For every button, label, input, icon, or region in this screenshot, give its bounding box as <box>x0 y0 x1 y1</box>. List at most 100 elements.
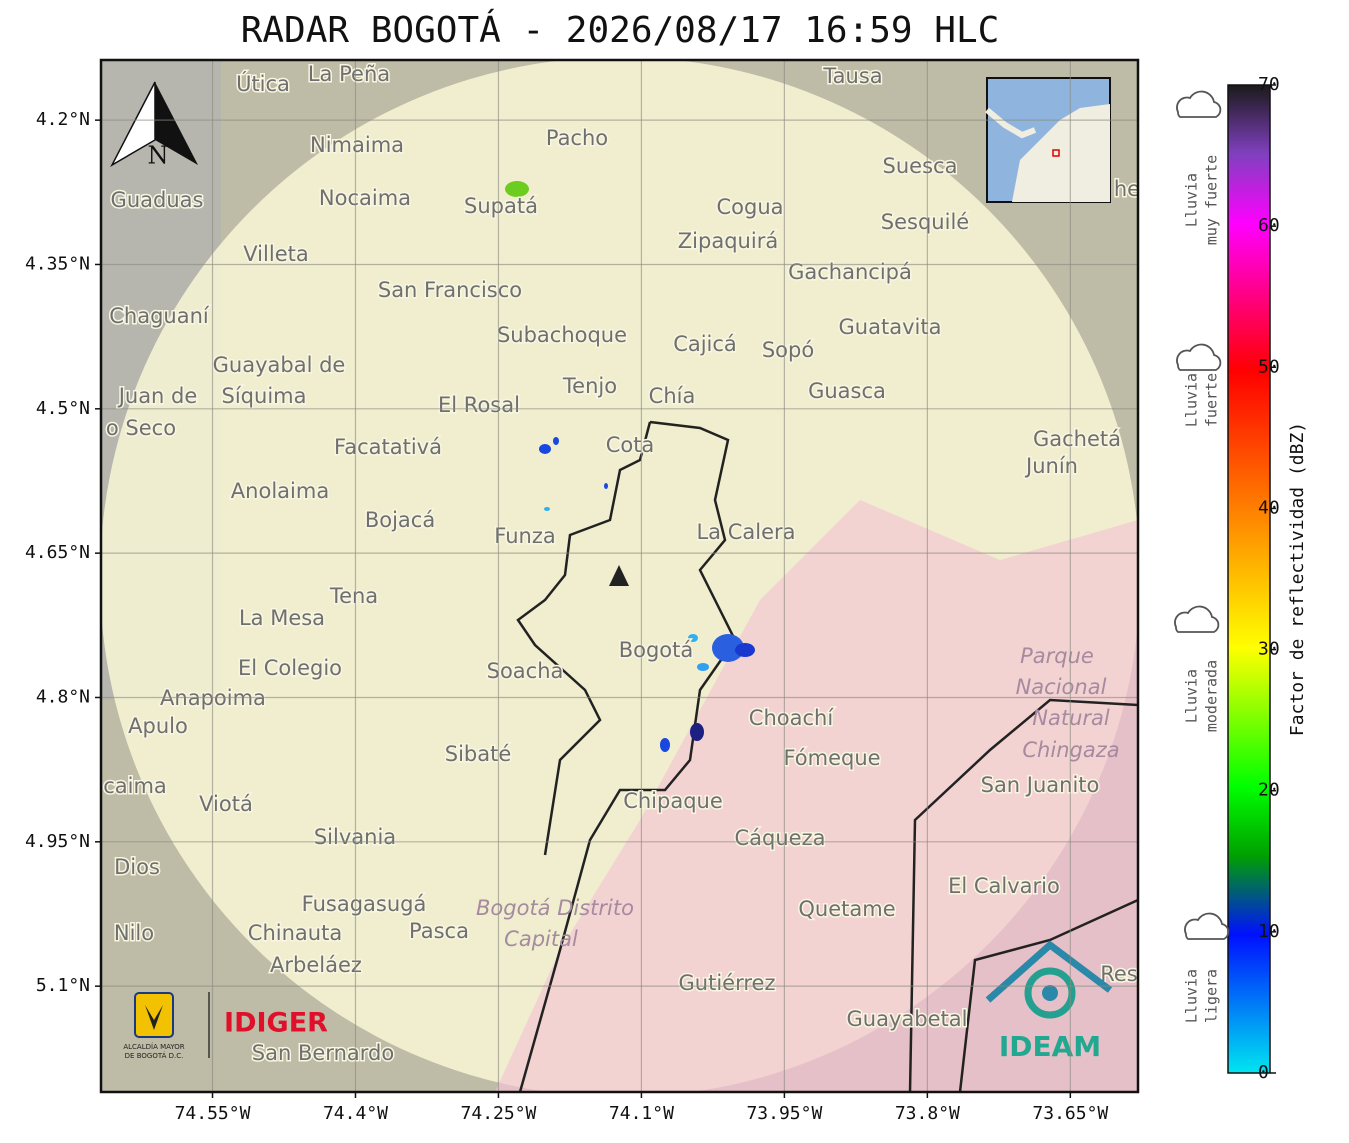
colorbar-tick-label: 40 <box>1258 497 1280 518</box>
y-tick-label: 4.35°N <box>25 253 90 274</box>
place-label: Funza <box>494 524 555 548</box>
alcaldia-line: DE BOGOTÁ D.C. <box>125 1051 184 1060</box>
place-label: Guaduas <box>111 188 204 212</box>
park-label: Parque <box>1020 644 1094 668</box>
place-label: Chinauta <box>248 921 342 945</box>
place-label: El Rosal <box>438 393 520 417</box>
map: La Peña Útica Tausa Pacho Nimaima Suesca Guadu… <box>101 60 1140 1092</box>
place-label: Pasca <box>409 919 469 943</box>
y-tick-label: 4.8°N <box>36 686 90 707</box>
colorbar-tick-label: 70 <box>1258 74 1280 95</box>
x-tick-label: 74.55°W <box>175 1103 251 1124</box>
park-label: Bogotá Distrito <box>476 896 634 920</box>
title: RADAR BOGOTÁ - 2026/08/17 16:59 HLC <box>241 9 1000 51</box>
x-tick-label: 73.65°W <box>1032 1103 1108 1124</box>
place-label: La Calera <box>696 520 795 544</box>
place-label: Síquima <box>222 384 307 408</box>
place-label: Pacho <box>546 126 608 150</box>
place-label: caima <box>103 774 167 798</box>
place-label: Gachancipá <box>788 260 912 284</box>
place-label: La Peña <box>308 62 390 86</box>
place-label: La Mesa <box>239 606 325 630</box>
park-label: Chingaza <box>1022 738 1119 762</box>
place-label: Suesca <box>883 154 958 178</box>
y-tick-label: 4.65°N <box>25 542 90 563</box>
place-label: Apulo <box>128 714 188 738</box>
place-label: Bojacá <box>365 508 435 532</box>
park-label: Capital <box>504 927 578 951</box>
place-label: Choachí <box>749 706 835 730</box>
ideam-logo: IDEAM <box>985 940 1113 1063</box>
place-label: Guayabal de <box>213 353 346 377</box>
place-label: Guasca <box>808 379 886 403</box>
place-label: Sopó <box>762 338 814 362</box>
idiger-logo: IDIGER <box>224 1008 328 1039</box>
place-label: Gutiérrez <box>679 971 776 995</box>
map-frame <box>99 58 1140 1094</box>
colorbar-tick-label: 30 <box>1258 639 1280 660</box>
x-tick-label: 73.95°W <box>746 1103 822 1124</box>
place-label: Sesquilé <box>881 210 969 234</box>
radar-echoes <box>505 181 755 752</box>
place-label: Arbeláez <box>270 953 362 977</box>
radar-site <box>609 565 629 586</box>
colorbar-tick-label: 20 <box>1258 780 1280 801</box>
rain-level-label: Lluvia <box>1183 373 1201 427</box>
place-label: San Francisco <box>378 278 522 302</box>
place-label: Tausa <box>822 64 882 88</box>
district-area-overlay <box>495 500 1138 1092</box>
place-label: Res <box>1100 962 1138 986</box>
place-label: El Calvario <box>948 874 1060 898</box>
rain-level-label: fuerte <box>1203 373 1221 427</box>
place-label: Útica <box>236 71 290 96</box>
place-label: Cota <box>606 433 655 457</box>
colorbar-label: Factor de reflectividad (dBZ) <box>1287 422 1308 736</box>
place-label: Nocaima <box>319 186 411 210</box>
place-label: Villeta <box>243 242 308 266</box>
place-label: San Bernardo <box>252 1041 394 1065</box>
rain-level-label: Lluvia <box>1183 173 1201 227</box>
department-border <box>908 698 1138 1092</box>
y-tick-label: 4.5°N <box>36 398 90 419</box>
place-label: Quetame <box>798 897 895 921</box>
place-label: Chía <box>649 384 696 408</box>
rain-level-label: Lluvia <box>1183 669 1201 723</box>
alcaldia-logo: ALCALDÍA MAYOR DE BOGOTÁ D.C. IDIGER <box>123 992 328 1060</box>
rain-level-label: ligera <box>1203 969 1221 1023</box>
place-label: Cogua <box>716 195 783 219</box>
ideam-label: IDEAM <box>999 1030 1101 1063</box>
alcaldia-line: ALCALDÍA MAYOR <box>123 1042 184 1051</box>
place-label: he <box>1114 177 1140 201</box>
place-label: Facatativá <box>334 435 442 459</box>
place-label: Gachetá <box>1033 427 1121 451</box>
x-tick-label: 74.4°W <box>323 1103 388 1124</box>
inset-map <box>985 77 1111 203</box>
rain-level-label: moderada <box>1203 660 1221 732</box>
place-label: Supatá <box>464 194 538 218</box>
y-tick-label: 5.1°N <box>36 975 90 996</box>
colorbar-tick-label: 50 <box>1258 356 1280 377</box>
place-label: Nimaima <box>310 133 404 157</box>
colorbar-tick-label: 60 <box>1258 215 1280 236</box>
colorbar <box>1227 84 1271 1074</box>
rain-level-label: muy fuerte <box>1203 155 1221 245</box>
place-label: Fómeque <box>783 746 880 770</box>
place-label: Anolaima <box>231 479 329 503</box>
place-label: Cajicá <box>673 332 737 356</box>
park-label: Nacional <box>1016 675 1107 699</box>
place-label: Dios <box>114 855 160 879</box>
place-label: Tenjo <box>562 374 617 398</box>
north-label: N <box>148 142 169 170</box>
x-tick-label: 74.25°W <box>461 1103 537 1124</box>
y-tick-label: 4.2°N <box>36 109 90 130</box>
place-label: Sibaté <box>445 742 512 766</box>
y-tick-label: 4.95°N <box>25 831 90 852</box>
place-label: Chipaque <box>623 789 723 813</box>
rain-level-label: Lluvia <box>1183 969 1201 1023</box>
place-label: Guayabetal <box>847 1007 968 1031</box>
place-label: Chaguaní <box>109 304 210 328</box>
colorbar-tick-label: 10 <box>1258 921 1280 942</box>
place-label: Viotá <box>199 792 253 816</box>
